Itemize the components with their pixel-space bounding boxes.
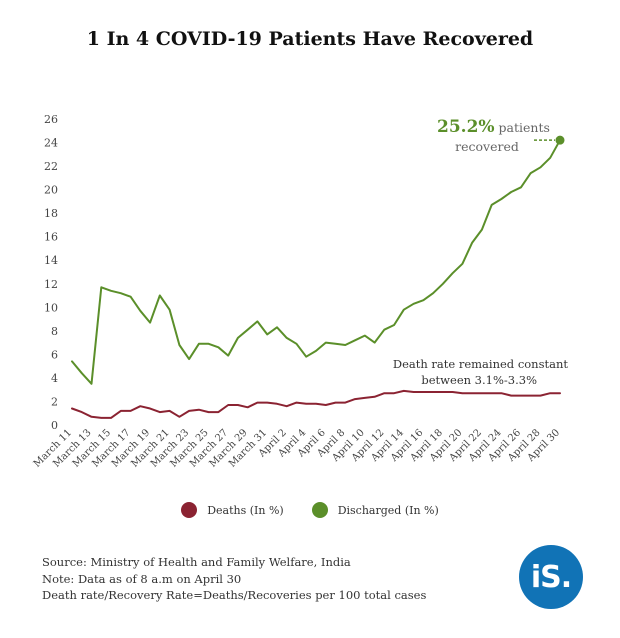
y-tick-label: 18 bbox=[44, 207, 58, 220]
y-tick-label: 2 bbox=[51, 395, 58, 408]
legend: Deaths (In %) Discharged (In %) bbox=[0, 502, 620, 518]
y-tick-label: 20 bbox=[44, 184, 58, 197]
recovered-annotation-line2: recovered bbox=[455, 139, 519, 154]
y-tick-label: 4 bbox=[51, 372, 58, 385]
deathrate-annotation-line1: Death rate remained constant bbox=[393, 357, 569, 371]
deaths-legend-dot bbox=[181, 502, 198, 518]
recovered-percentage: 25.2% bbox=[437, 117, 495, 137]
y-tick-label: 16 bbox=[44, 231, 58, 244]
deathrate-annotation-line2: between 3.1%-3.3% bbox=[421, 373, 537, 387]
y-tick-label: 10 bbox=[44, 301, 58, 314]
y-tick-label: 0 bbox=[51, 419, 58, 432]
legend-item-discharged[interactable]: Discharged (In %) bbox=[311, 502, 439, 518]
indiaspend-logo[interactable]: iS. bbox=[519, 545, 583, 609]
y-tick-label: 14 bbox=[44, 254, 58, 267]
discharged-legend-dot bbox=[311, 502, 328, 518]
recovered-annotation-suffix: patients bbox=[495, 120, 550, 135]
legend-label-deaths: Deaths (In %) bbox=[207, 503, 284, 517]
y-tick-label: 6 bbox=[51, 348, 58, 361]
y-tick-label: 8 bbox=[51, 325, 58, 338]
discharged-end-point bbox=[555, 135, 565, 145]
y-tick-label: 24 bbox=[44, 137, 58, 150]
definition-note: Death rate/Recovery Rate=Deaths/Recoveri… bbox=[42, 588, 427, 602]
footer-notes: Source: Ministry of Health and Family We… bbox=[42, 554, 426, 604]
y-tick-label: 12 bbox=[44, 278, 58, 291]
chart-title: 1 In 4 COVID-19 Patients Have Recovered bbox=[86, 28, 534, 50]
legend-label-discharged: Discharged (In %) bbox=[337, 503, 439, 517]
recovered-annotation-line1: 25.2% patients bbox=[437, 117, 550, 137]
data-note: Note: Data as of 8 a.m on April 30 bbox=[42, 571, 242, 586]
source-note: Source: Ministry of Health and Family We… bbox=[42, 555, 351, 569]
deaths-line bbox=[71, 389, 561, 419]
discharged-line bbox=[71, 139, 561, 385]
legend-item-deaths[interactable]: Deaths (In %) bbox=[181, 502, 284, 518]
y-tick-label: 26 bbox=[44, 113, 58, 126]
y-tick-label: 22 bbox=[44, 160, 58, 173]
